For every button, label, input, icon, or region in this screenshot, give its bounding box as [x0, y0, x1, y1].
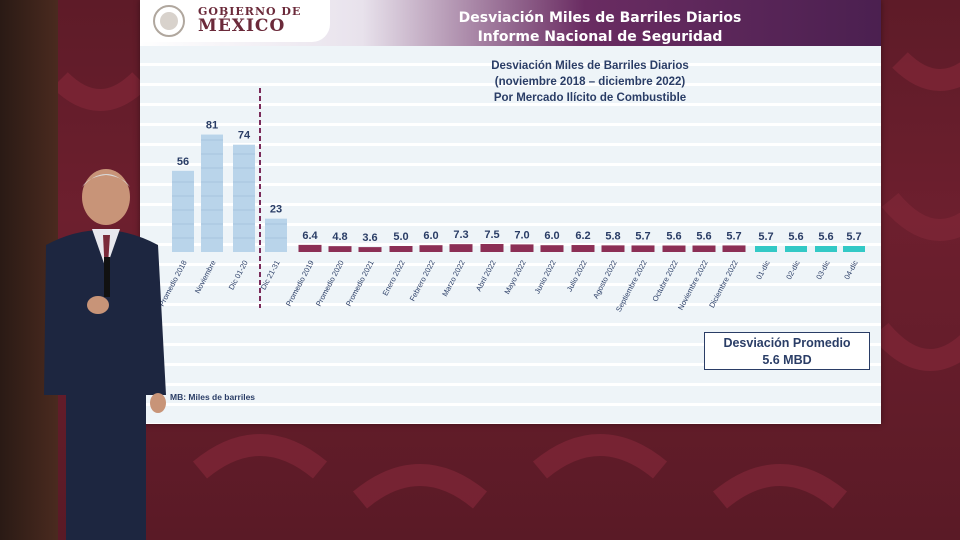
data-label: 23 [270, 204, 282, 216]
tick-label: Diciembre 2022 [707, 259, 740, 310]
tick-label: Mayo 2022 [502, 259, 527, 296]
speaker-person [44, 169, 166, 540]
tick-label: Septiembre 2022 [614, 259, 649, 314]
bar [298, 244, 322, 252]
data-label: 5.7 [726, 230, 741, 242]
slide-title-line1: Desviación Miles de Barriles Diarios [458, 10, 742, 26]
slide-header: GOBIERNO DE MÉXICO Desviación Miles de B… [140, 0, 881, 46]
data-label: 5.8 [605, 230, 620, 242]
bar [692, 245, 716, 252]
bar [662, 245, 686, 252]
bar [449, 244, 473, 252]
chart-footnote: MB: Miles de barriles [170, 392, 256, 402]
logo-line1: GOBIERNO DE [198, 5, 302, 18]
average-label: Desviación Promedio [723, 336, 851, 350]
data-label: 3.6 [362, 232, 377, 244]
chart-title: Desviación Miles de Barriles Diarios (no… [400, 58, 780, 106]
data-label: 74 [238, 130, 251, 142]
slide-title-line2: Informe Nacional de Seguridad [477, 29, 723, 45]
tick-label: 02-dic [784, 259, 802, 281]
bar [571, 245, 595, 252]
chart-area: Desviación Miles de Barriles Diarios (no… [140, 46, 881, 424]
tick-label: Abril 2022 [474, 259, 498, 293]
bar [815, 246, 837, 252]
tick-label: Junio 2022 [533, 259, 558, 296]
data-label: 6.4 [302, 230, 318, 242]
data-label: 5.7 [758, 231, 773, 243]
chart-title-line3: Por Mercado Ilícito de Combustible [493, 92, 687, 104]
tick-label: Promedio 2020 [314, 259, 346, 308]
tick-label: 01-dic [754, 259, 772, 281]
tick-label: Noviembre [193, 259, 218, 295]
presentation-screen: GOBIERNO DE MÉXICO Desviación Miles de B… [140, 0, 881, 424]
bar [843, 246, 865, 252]
bar [722, 245, 746, 252]
tick-label: Julio 2022 [565, 259, 589, 293]
bar [601, 245, 625, 252]
data-label: 5.6 [818, 231, 833, 243]
data-label: 5.0 [393, 231, 408, 243]
tick-label: Noviembre 2022 [676, 259, 710, 312]
data-label: 4.8 [332, 231, 347, 243]
data-label: 5.6 [666, 231, 681, 243]
data-label: 6.2 [575, 230, 590, 242]
data-label: 7.5 [484, 229, 499, 241]
bar [389, 246, 413, 252]
slide-title: Desviación Miles de Barriles Diarios Inf… [420, 9, 780, 47]
data-label: 6.0 [423, 230, 438, 242]
data-label: 5.7 [846, 231, 861, 243]
tick-label: Promedio 2021 [344, 259, 376, 308]
bar [201, 134, 223, 252]
tick-label: Dic 21-31 [259, 259, 282, 292]
logo-line2: MÉXICO [198, 16, 286, 36]
data-label: 56 [177, 156, 189, 168]
data-label: 7.3 [453, 229, 468, 241]
bar [540, 245, 564, 252]
tick-label: Dic 01-20 [227, 259, 250, 292]
bar [328, 246, 352, 252]
bar [480, 244, 504, 252]
tick-label: Agosto 2022 [591, 259, 619, 300]
data-label: 6.0 [544, 230, 559, 242]
bar [785, 246, 807, 252]
government-logo: GOBIERNO DE MÉXICO [140, 0, 330, 42]
average-value: 5.6 MBD [762, 353, 812, 367]
chart-title-line1: Desviación Miles de Barriles Diarios [491, 60, 689, 72]
data-label: 5.6 [788, 231, 803, 243]
tick-label: 04-dic [842, 259, 860, 281]
bar [172, 170, 194, 252]
bar [755, 246, 777, 252]
bar [510, 244, 534, 252]
bar [265, 218, 287, 252]
tick-label: Enero 2022 [381, 259, 407, 297]
data-label: 5.7 [635, 230, 650, 242]
bar [631, 245, 655, 252]
tick-label: Febrero 2022 [408, 259, 437, 303]
bar [419, 245, 443, 252]
chart-title-line2: (noviembre 2018 – diciembre 2022) [494, 76, 686, 88]
data-label: 7.0 [514, 229, 529, 241]
data-label: 81 [206, 120, 218, 132]
bar [358, 247, 382, 252]
tick-label: Marzo 2022 [440, 259, 467, 298]
data-label: 5.6 [696, 231, 711, 243]
tick-label: Octubre 2022 [650, 259, 679, 303]
tick-label: 03-dic [814, 259, 832, 281]
tick-label: Promedio 2019 [284, 259, 316, 308]
seal-icon [153, 5, 185, 37]
average-deviation-box: Desviación Promedio 5.6 MBD [704, 332, 870, 370]
bar [233, 144, 255, 252]
